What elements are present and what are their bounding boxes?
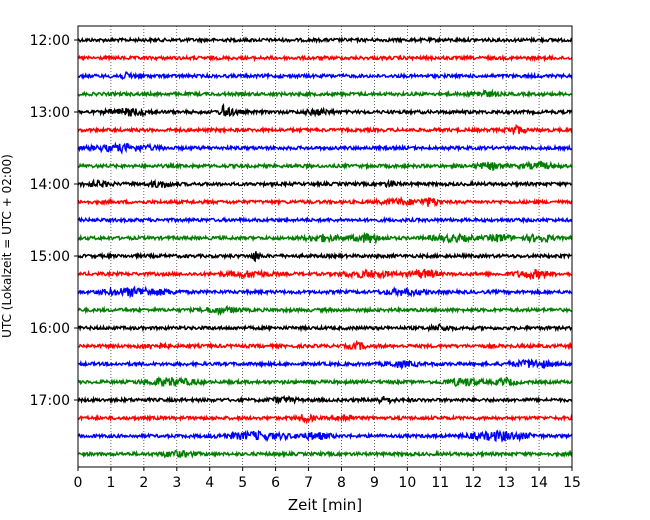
- trace-1515: [77, 268, 573, 281]
- y-axis-label: UTC (Lokalzeit = UTC + 02:00): [0, 154, 14, 338]
- x-tick-label: 5: [238, 475, 247, 491]
- trace-1200: [77, 35, 573, 45]
- trace-1215: [77, 53, 573, 63]
- trace-1345: [77, 160, 573, 171]
- trace-1315: [77, 124, 573, 136]
- x-tick-label: 10: [398, 475, 416, 491]
- trace-1630: [77, 358, 573, 371]
- x-tick-label: 8: [337, 475, 346, 491]
- y-tick-label: 16:00: [30, 321, 70, 337]
- x-tick-label: 4: [205, 475, 214, 491]
- trace-1230: [77, 71, 573, 81]
- x-tick-label: 15: [563, 475, 581, 491]
- trace-1430: [77, 215, 573, 225]
- x-tick-label: 0: [74, 475, 83, 491]
- seismogram-traces: [77, 35, 573, 459]
- trace-1745: [77, 449, 573, 459]
- trace-1500: [77, 251, 573, 263]
- trace-1700: [77, 394, 573, 406]
- x-tick-label: 7: [304, 475, 313, 491]
- trace-1600: [77, 322, 573, 333]
- trace-1415: [77, 195, 573, 208]
- trace-1245: [77, 88, 573, 99]
- plot-frame: [77, 25, 573, 468]
- x-tick-label: 6: [271, 475, 280, 491]
- x-tick-label: 14: [530, 475, 548, 491]
- x-axis-label: Zeit [min]: [288, 496, 362, 514]
- x-tick-label: 9: [370, 475, 379, 491]
- x-tick-label: 12: [464, 475, 482, 491]
- trace-1445: [77, 231, 573, 245]
- x-axis-ticks: 0 1 2 3 4 5 6 7 8 9 10 11 12 13 14 15: [74, 467, 581, 491]
- y-tick-label: 17:00: [30, 393, 70, 409]
- trace-1615: [77, 339, 573, 351]
- trace-1400: [77, 178, 573, 189]
- y-axis-ticks: 12:00 13:00 14:00 15:00 16:00 17:00: [30, 33, 78, 409]
- y-tick-label: 15:00: [30, 249, 70, 265]
- x-tick-label: 13: [497, 475, 515, 491]
- trace-1300: [77, 103, 573, 118]
- x-tick-label: 2: [139, 475, 148, 491]
- trace-1530: [77, 285, 573, 299]
- y-tick-label: 14:00: [30, 177, 70, 193]
- x-tick-label: 3: [172, 475, 181, 491]
- trace-1645: [77, 375, 573, 388]
- y-tick-label: 12:00: [30, 33, 70, 49]
- trace-1715: [77, 413, 573, 425]
- x-tick-label: 1: [106, 475, 115, 491]
- trace-1545: [78, 304, 573, 317]
- trace-1330: [77, 141, 573, 155]
- trace-1730: [77, 429, 573, 443]
- y-tick-label: 13:00: [30, 105, 70, 121]
- x-tick-label: 11: [431, 475, 449, 491]
